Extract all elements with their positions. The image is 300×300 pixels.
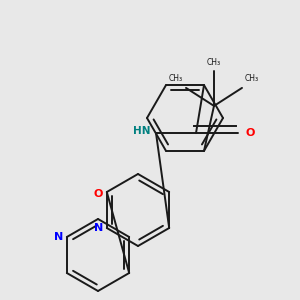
Text: CH₃: CH₃ (207, 58, 221, 67)
Text: CH₃: CH₃ (245, 74, 259, 83)
Text: N: N (94, 223, 103, 233)
Text: O: O (93, 189, 103, 199)
Text: HN: HN (134, 126, 151, 136)
Text: N: N (54, 232, 63, 242)
Text: O: O (246, 128, 255, 138)
Text: CH₃: CH₃ (169, 74, 183, 83)
